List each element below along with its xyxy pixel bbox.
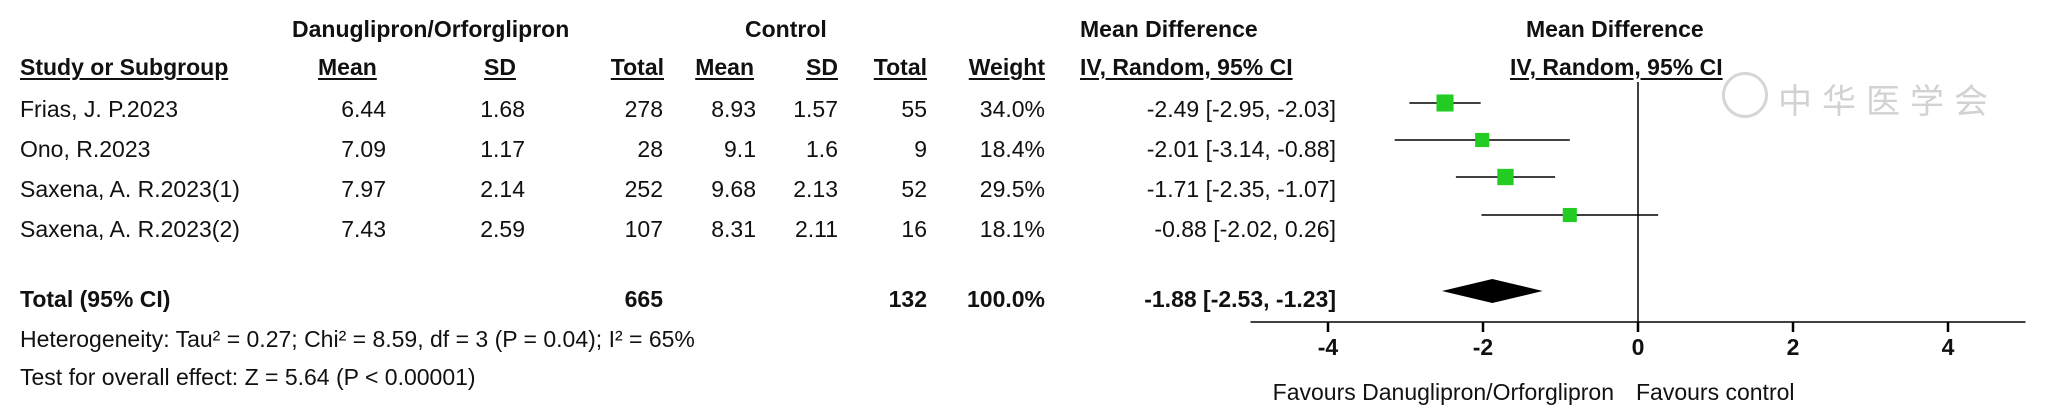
total2-cell: 16 — [901, 216, 927, 242]
weight-cell: 34.0% — [979, 96, 1045, 122]
favours-left-label: Favours Danuglipron/Orforglipron — [1273, 379, 1614, 405]
study-name: Frias, J. P.2023 — [20, 96, 179, 122]
col-sd2: SD — [806, 54, 838, 80]
weight-cell: 18.4% — [979, 136, 1045, 162]
mean2-cell: 9.1 — [724, 136, 756, 162]
study-name: Saxena, A. R.2023(1) — [20, 176, 240, 202]
total-label: Total (95% CI) — [20, 286, 171, 312]
weight-cell: 29.5% — [979, 176, 1045, 202]
x-tick-label: -4 — [1318, 334, 1339, 360]
col-mean1: Mean — [318, 54, 377, 80]
sd1-cell: 1.68 — [480, 96, 525, 122]
watermark-text: 中华医学会 — [1778, 82, 1998, 122]
ci-cell: -2.01 [-3.14, -0.88] — [1146, 136, 1336, 162]
total2-sum: 132 — [888, 286, 927, 312]
mean1-cell: 7.43 — [341, 216, 386, 242]
total2-cell: 52 — [901, 176, 927, 202]
study-marker — [1562, 207, 1577, 223]
study-name: Saxena, A. R.2023(2) — [20, 216, 240, 242]
sd1-cell: 2.59 — [480, 216, 525, 242]
total1-cell: 107 — [624, 216, 663, 242]
col-ci-plot: IV, Random, 95% CI — [1510, 54, 1723, 80]
total1-cell: 28 — [637, 136, 663, 162]
col-weight: Weight — [968, 54, 1045, 80]
mean2-cell: 8.93 — [711, 96, 756, 122]
x-tick-label: 4 — [1942, 334, 1955, 360]
col-total2: Total — [873, 54, 927, 80]
sd1-cell: 1.17 — [480, 136, 525, 162]
mean1-cell: 6.44 — [341, 96, 386, 122]
sd1-cell: 2.14 — [480, 176, 525, 202]
group2-header: Control — [745, 16, 827, 42]
study-name: Ono, R.2023 — [20, 136, 151, 162]
total1-sum: 665 — [624, 286, 663, 312]
mean1-cell: 7.09 — [341, 136, 386, 162]
sd2-cell: 2.11 — [794, 216, 838, 242]
col-mean2: Mean — [695, 54, 754, 80]
study-marker — [1436, 94, 1454, 112]
mean1-cell: 7.97 — [341, 176, 386, 202]
ci-cell: -1.71 [-2.35, -1.07] — [1146, 176, 1336, 202]
col-total1: Total — [610, 54, 664, 80]
mean2-cell: 9.68 — [711, 176, 756, 202]
study-marker — [1497, 168, 1514, 186]
total1-cell: 252 — [624, 176, 663, 202]
weight-cell: 18.1% — [979, 216, 1045, 242]
x-tick-label: 2 — [1787, 334, 1800, 360]
md-header-left: Mean Difference — [1080, 16, 1258, 42]
watermark-seal-icon — [1722, 72, 1768, 118]
favours-right-label: Favours control — [1636, 379, 1795, 405]
study-marker — [1475, 132, 1490, 148]
ci-cell: -2.49 [-2.95, -2.03] — [1146, 96, 1336, 122]
x-tick-label: 0 — [1632, 334, 1645, 360]
col-sd1: SD — [484, 54, 516, 80]
overall-effect-text: Test for overall effect: Z = 5.64 (P < 0… — [20, 364, 476, 390]
sd2-cell: 1.57 — [793, 96, 838, 122]
total2-cell: 55 — [901, 96, 927, 122]
ci-cell: -0.88 [-2.02, 0.26] — [1154, 216, 1336, 242]
group1-header: Danuglipron/Orforglipron — [292, 16, 570, 42]
heterogeneity-text: Heterogeneity: Tau² = 0.27; Chi² = 8.59,… — [20, 326, 695, 352]
sd2-cell: 1.6 — [806, 136, 838, 162]
total1-cell: 278 — [624, 96, 663, 122]
x-tick-label: -2 — [1473, 334, 1493, 360]
total2-cell: 9 — [914, 136, 927, 162]
mean2-cell: 8.31 — [711, 216, 756, 242]
total-ci: -1.88 [-2.53, -1.23] — [1144, 286, 1336, 312]
pooled-diamond — [1441, 279, 1543, 303]
col-ci: IV, Random, 95% CI — [1080, 54, 1293, 80]
total-weight: 100.0% — [966, 286, 1045, 312]
md-header-right: Mean Difference — [1526, 16, 1704, 42]
sd2-cell: 2.13 — [793, 176, 838, 202]
col-study: Study or Subgroup — [20, 54, 229, 80]
